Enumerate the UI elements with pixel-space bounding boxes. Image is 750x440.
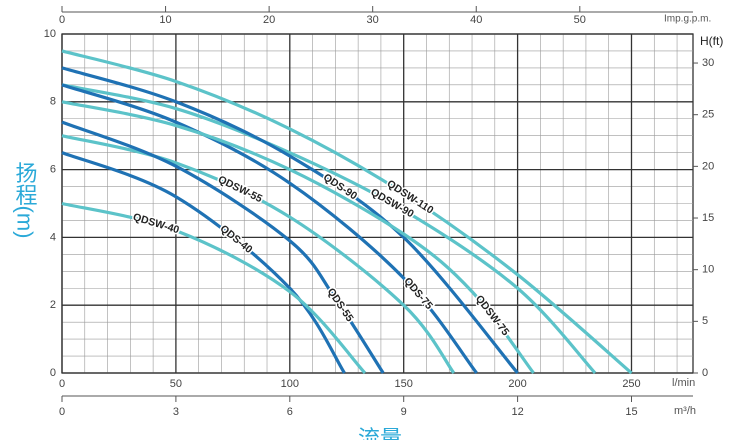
y2-tick-label: 20 — [702, 160, 714, 172]
curve — [61, 134, 456, 374]
x2-tick-label: 6 — [287, 406, 293, 418]
curve — [61, 151, 346, 374]
y-tick-label: 6 — [50, 164, 56, 176]
curve — [61, 83, 478, 374]
x-axis-title: 流量 — [358, 426, 402, 440]
x2-tick-label: 12 — [511, 406, 523, 418]
y-tick-label: 8 — [50, 96, 56, 108]
x2-tick-label: 9 — [401, 406, 407, 418]
x2-tick-label: 15 — [625, 406, 637, 418]
x-axis-unit: l/min — [672, 377, 695, 389]
y2-axis-title: H(ft) — [700, 34, 723, 48]
y2-tick-label: 10 — [702, 264, 714, 276]
curve — [61, 83, 597, 375]
curve — [61, 120, 385, 374]
curve — [61, 201, 367, 375]
y-tick-label: 2 — [50, 299, 56, 311]
y-tick-label: 10 — [44, 28, 56, 40]
x3-tick-label: 30 — [367, 14, 379, 26]
x2-tick-label: 0 — [59, 406, 65, 418]
y2-tick-label: 0 — [702, 367, 708, 379]
x-tick-label: 100 — [281, 378, 299, 390]
x3-tick-label: 50 — [574, 14, 586, 26]
y2-tick-label: 15 — [702, 212, 714, 224]
x-tick-label: 250 — [622, 378, 640, 390]
curve — [61, 49, 633, 375]
x2-axis-unit: m³/h — [674, 405, 696, 417]
x3-tick-label: 0 — [59, 14, 65, 26]
y-tick-label: 0 — [50, 367, 56, 379]
curve — [61, 100, 535, 374]
y2-tick-label: 30 — [702, 57, 714, 69]
x3-tick-label: 20 — [263, 14, 275, 26]
x3-axis-unit: Imp.g.p.m. — [664, 14, 711, 25]
x3-tick-label: 40 — [470, 14, 482, 26]
y2-tick-label: 25 — [702, 109, 714, 121]
x-tick-label: 150 — [395, 378, 413, 390]
x-tick-label: 0 — [59, 378, 65, 390]
y-tick-label: 4 — [50, 231, 56, 243]
x2-tick-label: 3 — [173, 406, 179, 418]
y-axis-title: 扬程(m) — [13, 162, 38, 239]
x-tick-label: 50 — [170, 378, 182, 390]
x3-tick-label: 10 — [159, 14, 171, 26]
x-tick-label: 200 — [508, 378, 526, 390]
curve — [61, 66, 519, 375]
y2-tick-label: 5 — [702, 315, 708, 327]
